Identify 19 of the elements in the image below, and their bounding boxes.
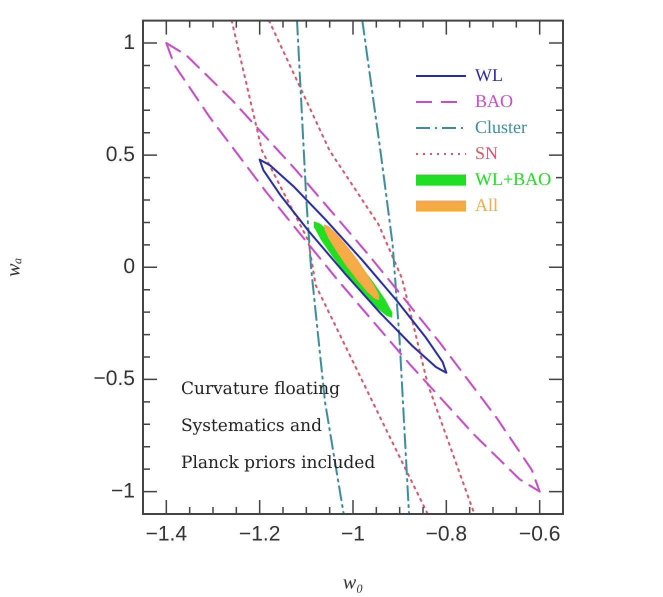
y-tick-label: 0 (123, 255, 135, 278)
legend-label: SN (475, 143, 498, 164)
legend-label: WL+BAO (475, 169, 552, 190)
legend-label: WL (475, 65, 503, 86)
y-tick-label: −0.5 (94, 367, 135, 390)
x-axis-title: w₀ (342, 571, 364, 594)
y-tick-label: 0.5 (106, 142, 135, 166)
y-tick-label: 1 (123, 30, 135, 54)
x-tick-label: −1 (341, 522, 365, 546)
annotation: Systematics and (181, 416, 322, 436)
x-tick-label: −0.8 (426, 522, 468, 546)
y-tick-label: −1 (111, 479, 135, 502)
x-tick-label: −1.4 (146, 522, 188, 546)
legend-label: BAO (475, 91, 514, 112)
legend-label: Cluster (475, 117, 527, 138)
y-axis-title: wₐ (2, 258, 24, 277)
legend-label: All (475, 195, 498, 216)
x-tick-label: −0.6 (518, 522, 560, 546)
x-tick-label: −1.2 (238, 522, 280, 546)
